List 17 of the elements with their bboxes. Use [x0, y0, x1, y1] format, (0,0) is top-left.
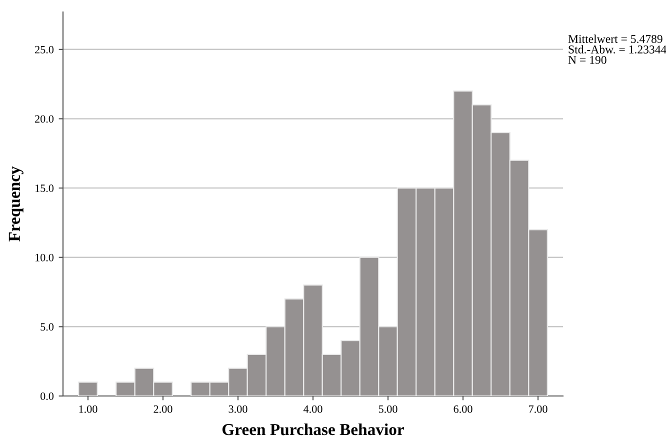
y-tick-label: 20.0 [35, 115, 54, 123]
y-tick-label: 25.0 [35, 46, 54, 54]
y-tick-label: 0.0 [40, 392, 54, 400]
x-tick-label: 6.00 [454, 405, 472, 413]
x-tick-label: 3.00 [228, 405, 248, 413]
x-tick-label: 1.00 [79, 405, 98, 413]
x-tick-label: 4.00 [303, 405, 322, 413]
y-tick-label: 15.0 [36, 184, 54, 192]
x-tick-label: 2.00 [154, 405, 172, 413]
y-tick-label: 10.0 [36, 254, 54, 262]
text: Mittelwert = 5.4789 [568, 34, 662, 44]
text: N = 190 [568, 56, 606, 64]
x-axis-title: Green Purchase Behavior [222, 423, 404, 436]
y-tick-label: 5.0 [40, 323, 54, 331]
x-tick-label: 7.00 [529, 405, 548, 413]
x-tick-label: 5.00 [378, 405, 398, 413]
y-axis-title: Frequency [8, 166, 24, 242]
